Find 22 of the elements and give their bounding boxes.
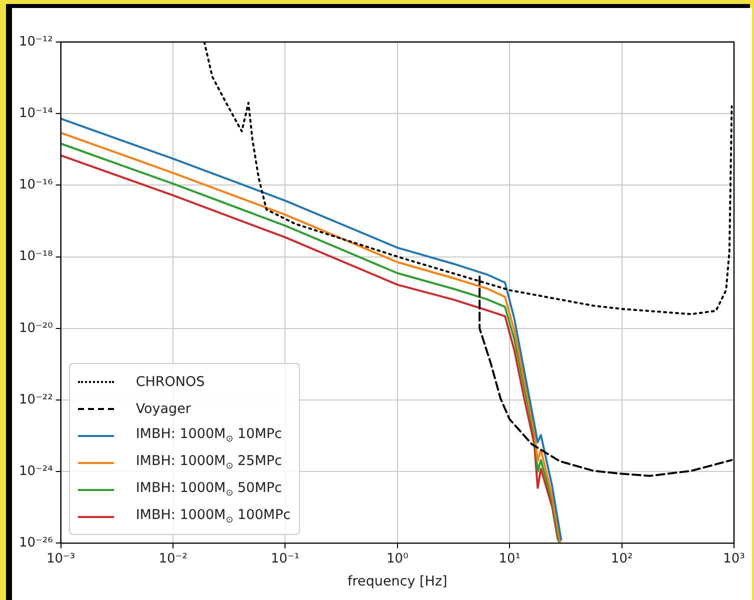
- x-tick-label: 10⁻¹: [270, 551, 300, 566]
- legend-label: IMBH: 1000M$_{⊙}$ 25MPc: [136, 453, 282, 472]
- legend-label: IMBH: 1000M$_{⊙}$ 50MPc: [136, 480, 282, 500]
- y-tick-label: 10⁻²²: [19, 392, 53, 408]
- y-tick-label: 10⁻¹⁴: [19, 106, 53, 121]
- legend-label: CHRONOS: [136, 374, 205, 390]
- y-tick-label: 10⁻¹⁶: [19, 178, 53, 193]
- y-tick-label: 10⁻¹⁸: [19, 249, 53, 264]
- x-tick-label: 10⁰: [386, 551, 408, 566]
- legend-label: IMBH: 1000M$_{⊙}$ 10MPc: [136, 426, 282, 446]
- x-tick-label: 10¹: [498, 551, 520, 566]
- legend-label: Voyager: [136, 400, 191, 417]
- x-axis-title: frequency [Hz]: [348, 573, 448, 590]
- y-tick-label: 10⁻¹²: [19, 34, 53, 50]
- x-tick-label: 10⁻³: [46, 551, 76, 566]
- x-tick-label: 10³: [723, 551, 745, 566]
- x-tick-label: 10²: [610, 551, 633, 566]
- y-tick-label: 10⁻²⁰: [19, 320, 53, 336]
- x-tick-label: 10⁻²: [158, 551, 188, 566]
- legend-label: IMBH: 1000M$_{⊙}$ 100MPc: [136, 507, 291, 526]
- y-tick-label: 10⁻²⁴: [19, 464, 53, 479]
- y-tick-label: 10⁻²⁶: [19, 536, 53, 551]
